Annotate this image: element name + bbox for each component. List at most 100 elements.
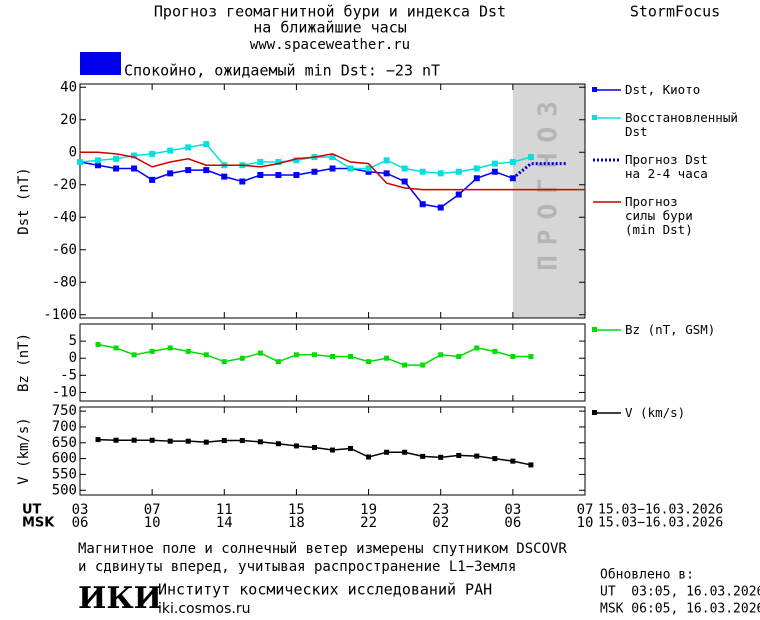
data-point	[221, 438, 227, 444]
data-point	[311, 445, 317, 451]
legend-label: Bz (nT, GSM)	[625, 322, 716, 337]
data-point	[384, 449, 390, 455]
data-point	[510, 458, 516, 464]
y-tick-label: 700	[52, 419, 77, 435]
data-point	[329, 154, 336, 161]
footer-note: Магнитное поле и солнечный ветер измерен…	[78, 541, 567, 575]
data-point	[330, 354, 335, 360]
x-axis-label: 15.03−16.03.2026	[598, 516, 723, 531]
data-point	[473, 165, 480, 172]
data-point	[293, 352, 299, 358]
data-point	[167, 170, 174, 177]
data-point	[528, 354, 534, 360]
subtitle: на ближайшие часы	[253, 19, 407, 37]
data-point	[131, 352, 137, 358]
data-point	[402, 362, 408, 368]
data-point	[455, 168, 462, 175]
data-point	[203, 439, 209, 445]
data-point	[383, 170, 390, 177]
data-point	[149, 176, 156, 183]
y-tick-label: -100	[43, 307, 77, 323]
title: Прогноз геомагнитной бури и индекса Dst	[154, 3, 506, 21]
data-point	[456, 452, 462, 458]
series-line	[79, 161, 514, 209]
updated-ut: UT 03:05, 16.03.2026	[600, 585, 760, 600]
data-point	[185, 438, 191, 444]
y-axis-label: Dst (nT)	[16, 167, 32, 234]
data-point	[365, 168, 372, 175]
data-point	[239, 355, 245, 361]
data-point	[131, 437, 137, 443]
data-point	[456, 354, 462, 360]
url: www.spaceweather.ru	[250, 37, 410, 53]
site: iki.cosmos.ru	[158, 601, 250, 617]
y-tick-label: -60	[52, 242, 77, 258]
data-point	[347, 165, 354, 172]
data-point	[510, 354, 516, 360]
plot-frame	[79, 323, 586, 402]
x-tick-label: 07	[577, 502, 594, 518]
data-point	[185, 167, 192, 174]
data-point	[419, 201, 426, 208]
forecast-label: ПРОГНОЗ	[533, 91, 563, 271]
data-point	[149, 437, 155, 443]
legend-marker	[592, 327, 597, 332]
x-tick-label: 22	[360, 515, 377, 531]
series-line	[511, 162, 567, 180]
legend-marker	[592, 87, 597, 92]
legend-label: Dst, Киото	[625, 82, 701, 97]
y-tick-label: 5	[69, 333, 77, 349]
status: Спокойно, ожидаемый min Dst: −23 nT	[124, 62, 440, 80]
data-point	[438, 352, 444, 358]
y-tick-label: 0	[69, 350, 77, 366]
legend-label: Восстановленный Dst	[625, 110, 738, 139]
legend-marker	[592, 410, 597, 415]
forecast-region	[512, 84, 585, 318]
series-line	[80, 151, 585, 191]
y-tick-label: 650	[52, 435, 77, 451]
series-line	[98, 438, 532, 466]
plot-frame	[79, 83, 586, 319]
x-tick-label: 18	[288, 515, 305, 531]
data-point	[491, 168, 498, 175]
data-point	[257, 439, 263, 445]
y-tick-label: -80	[52, 274, 77, 290]
y-tick-label: -20	[52, 177, 77, 193]
legend-marker	[592, 115, 597, 120]
y-tick-label: 550	[52, 466, 77, 482]
data-point	[474, 345, 480, 351]
data-point	[95, 437, 101, 443]
data-point	[293, 443, 299, 449]
y-tick-label: 600	[52, 451, 77, 467]
data-point	[330, 447, 335, 453]
data-point	[257, 159, 264, 165]
data-point	[95, 342, 101, 348]
data-point	[401, 178, 408, 185]
data-point	[455, 191, 462, 198]
data-point	[509, 159, 516, 165]
y-tick-label: 20	[60, 112, 77, 128]
logo: ИКИ	[78, 581, 162, 616]
data-point	[95, 162, 102, 169]
x-tick-label: 10	[577, 515, 594, 531]
data-point	[167, 345, 173, 351]
data-point	[401, 165, 408, 172]
data-point	[527, 154, 534, 161]
x-axis-name: UT	[22, 503, 42, 518]
y-axis-label: V (km/s)	[16, 417, 32, 484]
data-point	[95, 157, 102, 164]
x-tick-label: 23	[432, 502, 449, 518]
data-point	[365, 165, 372, 172]
data-point	[239, 438, 245, 444]
data-point	[474, 453, 480, 459]
data-point	[203, 352, 209, 358]
x-tick-label: 03	[72, 502, 89, 518]
data-point	[311, 168, 318, 175]
data-point	[113, 155, 120, 162]
data-point	[348, 445, 354, 451]
data-point	[438, 454, 444, 460]
data-point	[275, 159, 282, 165]
y-tick-label: 500	[52, 482, 77, 498]
updated-msk: MSK 06:05, 16.03.2026	[600, 602, 760, 617]
